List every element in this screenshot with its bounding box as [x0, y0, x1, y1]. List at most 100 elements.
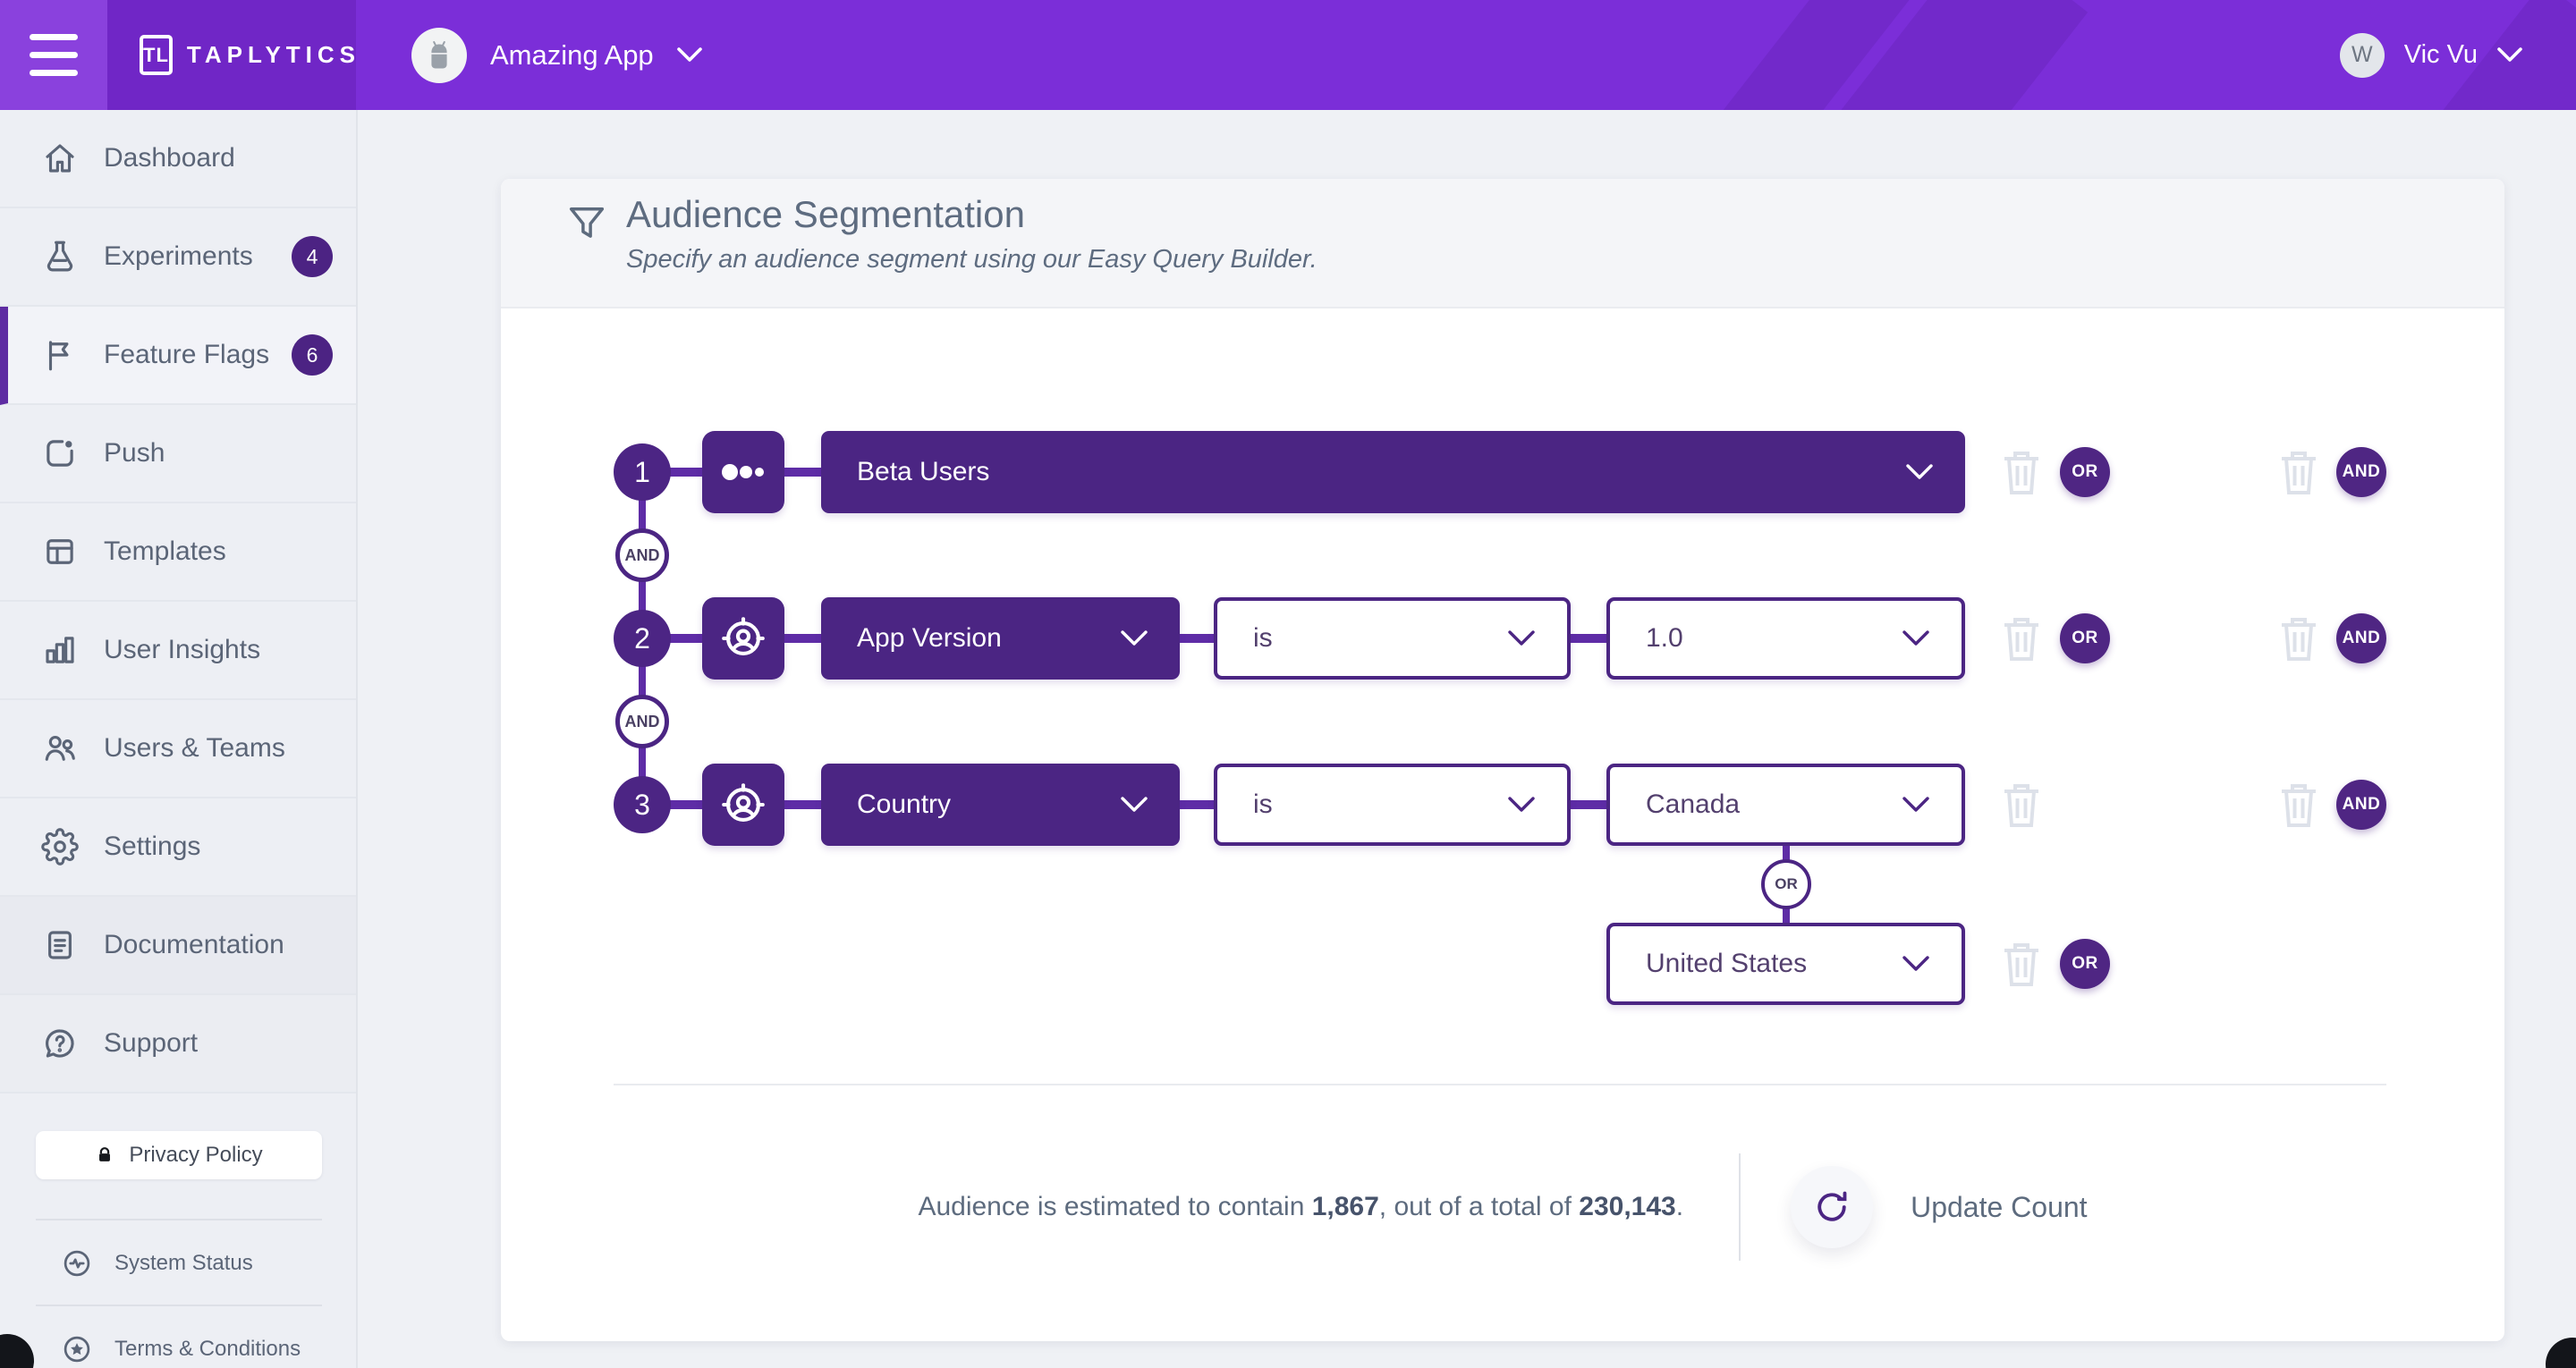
- row-number: 2: [614, 610, 671, 667]
- connector-line: [1571, 800, 1606, 809]
- attribute-select[interactable]: Country: [821, 764, 1180, 846]
- sidebar-item-experiments[interactable]: Experiments 4: [0, 208, 356, 307]
- connector-line: [1180, 800, 1214, 809]
- or-badge[interactable]: OR: [2060, 447, 2110, 497]
- or-connector[interactable]: OR: [1761, 859, 1811, 909]
- sidebar-item-push[interactable]: Push: [0, 405, 356, 503]
- chat-widget-corner[interactable]: [2546, 1338, 2576, 1368]
- sidebar-item-label: Settings: [104, 832, 201, 861]
- sidebar-item-documentation[interactable]: Documentation: [0, 897, 356, 995]
- sidebar-item-templates[interactable]: Templates: [0, 503, 356, 602]
- chevron-down-icon: [676, 47, 702, 62]
- query-builder: AND AND 1 Beta Users OR AND 2 App Versio…: [501, 308, 2504, 1084]
- segment-select[interactable]: Beta Users: [821, 431, 1965, 513]
- connector-line: [784, 800, 821, 809]
- feature-flags-count-badge: 6: [292, 334, 333, 376]
- page-subtitle: Specify an audience segment using our Ea…: [626, 245, 1318, 274]
- funnel-icon: [569, 207, 605, 238]
- footer-divider: [614, 1084, 2386, 1085]
- help-bubble-icon: [46, 1029, 74, 1058]
- connector-line: [784, 634, 821, 643]
- page-title: Audience Segmentation: [626, 193, 1025, 235]
- bar-chart-icon: [46, 637, 74, 663]
- experiments-count-badge: 4: [292, 236, 333, 277]
- taplytics-logo[interactable]: TL TAPLYTICS: [107, 0, 356, 110]
- sidebar-item-label: Users & Teams: [104, 733, 285, 763]
- audience-dots-icon[interactable]: [702, 431, 784, 513]
- user-menu[interactable]: W Vic Vu: [2339, 32, 2576, 78]
- delete-row-button[interactable]: [2001, 940, 2042, 990]
- operator-select[interactable]: is: [1214, 597, 1571, 680]
- sidebar-item-user-insights[interactable]: User Insights: [0, 602, 356, 700]
- taplytics-logo-text: TAPLYTICS: [186, 41, 361, 68]
- sidebar-divider: [36, 1305, 322, 1306]
- sidebar-item-users-teams[interactable]: Users & Teams: [0, 700, 356, 798]
- and-connector[interactable]: AND: [615, 528, 669, 582]
- chevron-down-icon: [1121, 630, 1148, 646]
- or-badge[interactable]: OR: [2060, 613, 2110, 663]
- delete-row-button[interactable]: [2001, 448, 2042, 498]
- sidebar-item-label: Dashboard: [104, 143, 235, 173]
- templates-icon: [47, 539, 73, 564]
- card-header: Audience Segmentation Specify an audienc…: [501, 179, 2504, 308]
- delete-group-button[interactable]: [2278, 614, 2319, 664]
- and-badge[interactable]: AND: [2336, 780, 2386, 830]
- update-count-label[interactable]: Update Count: [1911, 1190, 2088, 1223]
- hamburger-menu-button[interactable]: [0, 0, 107, 110]
- top-bar: TL TAPLYTICS Amazing App W Vic Vu: [0, 0, 2576, 110]
- and-badge[interactable]: AND: [2336, 447, 2386, 497]
- chevron-down-icon: [1508, 630, 1535, 646]
- value-select[interactable]: Canada: [1606, 764, 1965, 846]
- terms-conditions-link[interactable]: Terms & Conditions: [61, 1333, 301, 1365]
- connector-line: [1180, 634, 1214, 643]
- delete-row-button[interactable]: [2001, 781, 2042, 831]
- android-app-icon: [411, 27, 467, 83]
- value-select[interactable]: United States: [1606, 923, 1965, 1005]
- delete-group-button[interactable]: [2278, 448, 2319, 498]
- attribute-select[interactable]: App Version: [821, 597, 1180, 680]
- connector-line: [642, 634, 702, 643]
- terms-conditions-label: Terms & Conditions: [114, 1337, 301, 1361]
- sidebar-item-settings[interactable]: Settings: [0, 798, 356, 897]
- document-icon: [48, 931, 72, 959]
- audience-estimate-text: Audience is estimated to contain 1,867, …: [918, 1192, 1684, 1221]
- user-target-icon[interactable]: [702, 764, 784, 846]
- delete-row-button[interactable]: [2001, 614, 2042, 664]
- sidebar-item-label: Experiments: [104, 241, 253, 271]
- system-status-icon: [64, 1250, 90, 1277]
- app-selector[interactable]: Amazing App: [411, 27, 702, 83]
- connector-line: [784, 468, 821, 477]
- delete-group-button[interactable]: [2278, 781, 2319, 831]
- sidebar-item-dashboard[interactable]: Dashboard: [0, 110, 356, 208]
- privacy-policy-label: Privacy Policy: [129, 1143, 263, 1167]
- system-status-link[interactable]: System Status: [61, 1247, 253, 1279]
- or-badge[interactable]: OR: [2060, 939, 2110, 989]
- audience-count: 1,867: [1311, 1192, 1379, 1221]
- sidebar-item-label: Templates: [104, 536, 226, 566]
- operator-select[interactable]: is: [1214, 764, 1571, 846]
- value-select[interactable]: 1.0: [1606, 597, 1965, 680]
- taplytics-logo-mark: TL: [140, 35, 173, 75]
- chevron-down-icon: [1906, 464, 1933, 479]
- home-icon: [46, 144, 74, 173]
- footer-separator: [1739, 1153, 1741, 1261]
- sidebar-item-support[interactable]: Support: [0, 995, 356, 1094]
- chevron-down-icon: [1902, 630, 1929, 646]
- chevron-down-icon: [1902, 797, 1929, 812]
- sidebar-item-label: Support: [104, 1028, 199, 1058]
- selected-app-name: Amazing App: [490, 38, 654, 71]
- refresh-icon: [1818, 1191, 1847, 1221]
- connector-line: [1571, 634, 1606, 643]
- users-icon: [45, 736, 75, 761]
- sidebar-item-label: Push: [104, 438, 165, 468]
- system-status-label: System Status: [114, 1251, 253, 1275]
- connector-line: [642, 800, 702, 809]
- star-circle-icon: [64, 1336, 90, 1363]
- and-connector[interactable]: AND: [615, 695, 669, 748]
- update-count-button[interactable]: [1791, 1166, 1874, 1248]
- and-badge[interactable]: AND: [2336, 613, 2386, 663]
- privacy-policy-button[interactable]: Privacy Policy: [36, 1131, 322, 1179]
- user-target-icon[interactable]: [702, 597, 784, 680]
- sidebar-item-feature-flags[interactable]: Feature Flags 6: [0, 307, 356, 405]
- audience-total: 230,143: [1579, 1192, 1676, 1221]
